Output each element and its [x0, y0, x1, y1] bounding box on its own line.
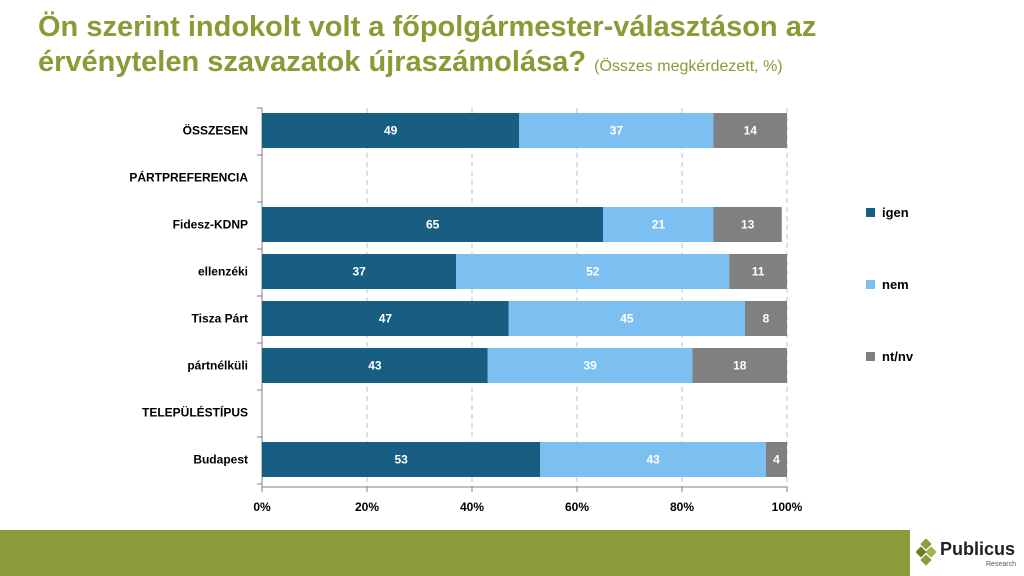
bar-ntnv [729, 254, 787, 289]
legend-swatch-nem [866, 280, 875, 289]
bar-igen [262, 442, 541, 477]
data-label: 52 [586, 265, 600, 279]
logo-sub: Research [986, 561, 1016, 568]
bar-igen [262, 254, 457, 289]
stacked-bar-chart: 0% 20% 40% 60% 80% 100% ÖSSZESEN 49 37 14 PÁRTPREF… [129, 107, 914, 514]
category-label: ellenzéki [198, 265, 248, 279]
category-label: ÖSSZESEN [183, 123, 248, 138]
category-label: Budapest [193, 453, 248, 467]
data-label: 49 [384, 124, 398, 138]
x-tick-label: 0% [253, 500, 271, 514]
title-subtitle: (Összes megkérdezett, %) [594, 58, 783, 75]
bar-igen [262, 301, 509, 336]
data-label: 65 [426, 218, 440, 232]
data-label: 45 [620, 312, 634, 326]
x-tick-label: 20% [355, 500, 379, 514]
bar-nem [540, 442, 766, 477]
legend-swatch-ntnv [866, 352, 875, 361]
category-label: TELEPÜLÉSTÍPUS [142, 405, 248, 420]
data-label: 8 [763, 312, 770, 326]
logo-name: Publicus [940, 539, 1016, 559]
legend-swatch-igen [866, 208, 875, 217]
x-tick-label: 60% [565, 500, 589, 514]
legend-label: nem [882, 277, 909, 292]
data-label: 43 [368, 359, 382, 373]
chart-title: Ön szerint indokolt volt a főpolgármeste… [38, 10, 998, 84]
title-line-1: Ön szerint indokolt volt a főpolgármeste… [38, 11, 817, 43]
data-label: 43 [646, 453, 660, 467]
bar-ntnv [713, 113, 787, 148]
bar-nem [508, 301, 745, 336]
bar-nem [487, 348, 693, 383]
data-label: 14 [744, 124, 758, 138]
legend-label: nt/nv [882, 349, 914, 364]
data-label: 53 [394, 453, 408, 467]
publicus-logo: Publicus Research [916, 535, 1024, 575]
x-tick-label: 100% [772, 500, 803, 514]
footer-bar [0, 530, 910, 576]
data-label: 18 [733, 359, 747, 373]
data-label: 47 [379, 312, 393, 326]
x-tick-label: 80% [670, 500, 694, 514]
data-label: 11 [752, 265, 765, 279]
logo-mark-icon [916, 539, 937, 566]
bar-ntnv [745, 301, 787, 336]
data-label: 13 [741, 218, 755, 232]
data-label: 21 [652, 218, 666, 232]
category-label: Tisza Párt [192, 312, 248, 326]
bar-ntnv [692, 348, 787, 383]
bar-ntnv [713, 207, 782, 242]
legend-label: igen [882, 205, 909, 220]
bar-igen [262, 348, 488, 383]
bar-ntnv [766, 442, 787, 477]
title-line-2: érvénytelen szavazatok újraszámolása? [38, 46, 587, 78]
bar-igen [262, 113, 520, 148]
category-label: PÁRTPREFERENCIA [129, 170, 248, 185]
data-label: 4 [773, 453, 780, 467]
data-label: 37 [610, 124, 624, 138]
data-label: 37 [352, 265, 366, 279]
category-label: pártnélküli [187, 359, 248, 373]
x-tick-label: 40% [460, 500, 484, 514]
bar-nem [456, 254, 730, 289]
bar-igen [262, 207, 604, 242]
data-label: 39 [583, 359, 597, 373]
category-label: Fidesz-KDNP [173, 218, 248, 232]
bar-nem [603, 207, 714, 242]
bar-nem [519, 113, 714, 148]
